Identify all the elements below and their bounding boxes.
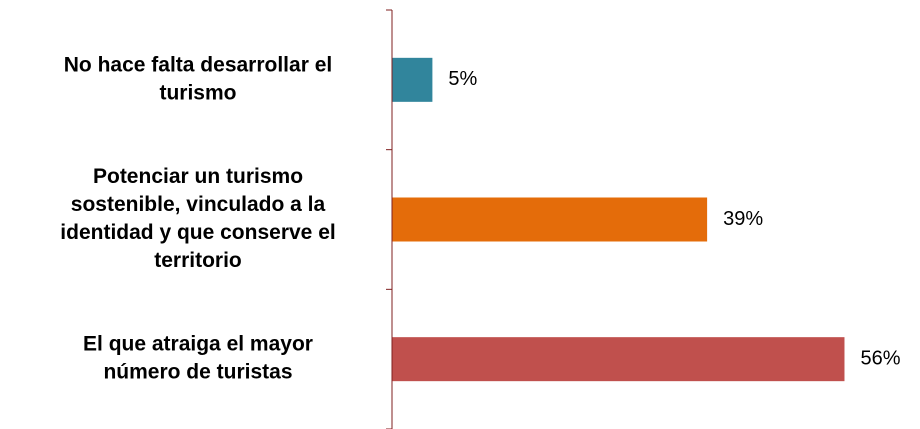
value-label: 56% bbox=[860, 347, 900, 369]
value-label: 39% bbox=[723, 208, 763, 230]
category-label: territorio bbox=[154, 249, 242, 272]
category-label: identidad y que conserve el bbox=[60, 221, 335, 244]
category-label: sostenible, vinculado a la bbox=[71, 193, 326, 216]
category-label: Potenciar un turismo bbox=[93, 165, 303, 188]
value-label: 5% bbox=[448, 68, 477, 90]
category-label: El que atraiga el mayor bbox=[83, 333, 313, 356]
bar bbox=[392, 337, 845, 382]
category-label: número de turistas bbox=[103, 361, 292, 384]
bar bbox=[392, 197, 708, 242]
category-label: turismo bbox=[159, 81, 236, 104]
category-label: No hace falta desarrollar el bbox=[64, 53, 332, 76]
bar bbox=[392, 57, 433, 102]
